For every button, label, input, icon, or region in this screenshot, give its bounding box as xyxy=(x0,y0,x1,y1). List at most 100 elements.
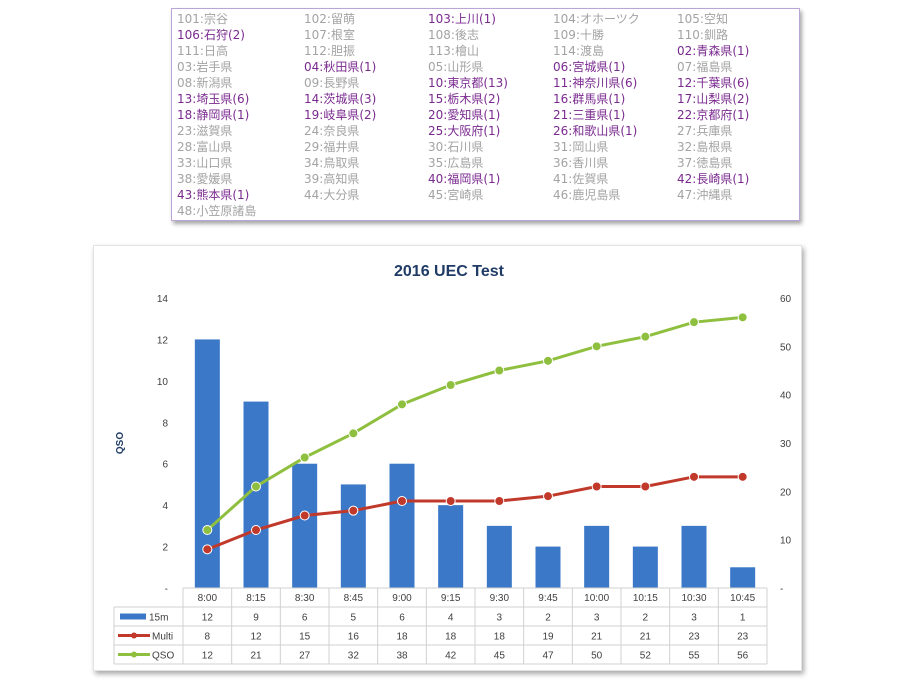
multiplier-cell: 102:留萌 xyxy=(304,12,355,26)
multiplier-cell: 07:福島県 xyxy=(677,60,733,74)
multiplier-cell: 48:小笠原諸島 xyxy=(177,204,257,218)
multiplier-cell: 104:オホーツク xyxy=(553,12,640,26)
multiplier-cell: 113:檜山 xyxy=(428,44,479,58)
table-value: 6 xyxy=(399,613,405,624)
point-qso xyxy=(640,331,651,342)
table-value: 52 xyxy=(640,651,652,662)
multiplier-cell: 46:鹿児島県 xyxy=(553,188,621,202)
table-value: 21 xyxy=(591,632,603,643)
table-value: 12 xyxy=(202,613,214,624)
table-value: 2 xyxy=(643,613,649,624)
table-value: 27 xyxy=(299,651,311,662)
multiplier-cell: 101:宗谷 xyxy=(177,12,228,26)
multiplier-cell: 106:石狩(2) xyxy=(177,28,245,42)
table-value: 42 xyxy=(445,651,457,662)
table-value: 38 xyxy=(396,651,408,662)
multiplier-cell: 05:山形県 xyxy=(428,60,484,74)
multiplier-cell: 10:東京都(13) xyxy=(428,76,508,90)
multiplier-cell: 03:岩手県 xyxy=(177,60,233,74)
multiplier-cell: 16:群馬県(1) xyxy=(553,92,626,106)
line-qso xyxy=(206,315,743,532)
multiplier-cell: 114:渡島 xyxy=(553,44,604,58)
multiplier-cell: 02:青森県(1) xyxy=(677,44,750,58)
table-value: 18 xyxy=(494,632,506,643)
multiplier-cell: 38:愛媛県 xyxy=(177,172,233,186)
table-value: 32 xyxy=(348,651,360,662)
table-value: 3 xyxy=(497,613,503,624)
multiplier-cell: 09:長野県 xyxy=(304,76,360,90)
chart-panel: 2016 UEC Test QSO -2 4 6 8 10 12 14-10 20 30 40 50 60… xyxy=(93,245,802,671)
multiplier-cell: 18:静岡県(1) xyxy=(177,108,250,122)
legend-key-marker xyxy=(131,632,137,639)
legend-label: QSO xyxy=(152,651,174,662)
bar-15m xyxy=(632,546,658,588)
table-value: 3 xyxy=(594,613,600,624)
point-qso xyxy=(348,428,359,439)
table-value: 23 xyxy=(737,632,749,643)
multiplier-cell: 29:福井県 xyxy=(304,140,360,154)
table-value: 55 xyxy=(688,651,700,662)
x-tick-label: 10:15 xyxy=(633,593,658,604)
multiplier-cell: 15:栃木県(2) xyxy=(428,92,501,106)
legend-key-marker xyxy=(131,651,137,658)
bar-15m xyxy=(292,463,318,588)
table-value: 45 xyxy=(494,651,506,662)
point-multi xyxy=(689,471,699,482)
table-value: 19 xyxy=(542,632,554,643)
x-tick-label: 8:30 xyxy=(295,593,315,604)
multiplier-cell: 45:宮崎県 xyxy=(428,188,484,202)
y-right-tick: 60 xyxy=(780,294,792,305)
multiplier-cell: 108:後志 xyxy=(428,28,479,42)
x-tick-label: 9:30 xyxy=(490,593,510,604)
point-qso xyxy=(737,312,748,323)
point-qso xyxy=(445,380,456,390)
x-tick-label: 10:30 xyxy=(681,593,706,604)
point-multi xyxy=(397,496,407,506)
point-multi xyxy=(299,510,310,521)
legend-label: Multi xyxy=(152,632,173,643)
y-left-tick: 6 xyxy=(162,460,168,471)
point-qso xyxy=(299,452,310,463)
multiplier-cell: 31:岡山県 xyxy=(553,140,609,154)
point-qso xyxy=(543,355,553,366)
multiplier-cell: 04:秋田県(1) xyxy=(304,60,377,74)
y-axis-label: QSO xyxy=(115,432,126,454)
multiplier-cell: 21:三重県(1) xyxy=(553,108,626,122)
multiplier-cell: 25:大阪府(1) xyxy=(428,124,501,138)
point-qso xyxy=(202,525,213,535)
multiplier-cell: 103:上川(1) xyxy=(428,12,496,26)
table-value: 15 xyxy=(299,632,311,643)
multiplier-cell: 26:和歌山県(1) xyxy=(553,124,638,138)
point-qso xyxy=(251,481,261,492)
multiplier-cell: 17:山梨県(2) xyxy=(677,92,750,106)
bar-15m xyxy=(389,463,415,588)
multiplier-cell: 27:兵庫県 xyxy=(677,124,733,138)
multiplier-cell: 11:神奈川県(6) xyxy=(553,76,638,90)
multiplier-cell: 41:佐賀県 xyxy=(553,172,609,186)
point-multi xyxy=(348,505,359,516)
y-right-tick: 50 xyxy=(780,342,792,353)
table-value: 8 xyxy=(205,632,211,643)
multiplier-cell: 20:愛知県(1) xyxy=(428,108,501,122)
table-value: 3 xyxy=(691,613,697,624)
multiplier-cell: 40:福岡県(1) xyxy=(428,172,501,186)
multiplier-cell: 112:胆振 xyxy=(304,44,355,58)
bar-15m xyxy=(584,525,610,588)
multiplier-cell: 24:奈良県 xyxy=(304,124,360,138)
table-value: 21 xyxy=(250,651,262,662)
bar-15m xyxy=(486,525,512,588)
multiplier-cell: 30:石川県 xyxy=(428,140,484,154)
multiplier-cell: 111:日高 xyxy=(177,44,228,58)
table-value: 18 xyxy=(396,632,408,643)
point-multi xyxy=(737,471,748,482)
point-qso xyxy=(689,317,699,328)
multiplier-cell: 23:滋賀県 xyxy=(177,124,233,138)
qso-chart: 2016 UEC TestQSO-2468101214-102030405060… xyxy=(113,263,792,665)
y-right-tick: - xyxy=(780,584,783,595)
multiplier-cell: 36:香川県 xyxy=(553,156,609,170)
multiplier-table: 101:宗谷 102:留萌 103:上川(1) 104:オホーツク 105:空知 106:… xyxy=(171,8,800,221)
y-left-tick: 8 xyxy=(162,418,168,429)
x-tick-label: 8:15 xyxy=(246,593,266,604)
point-multi xyxy=(494,496,505,506)
multiplier-cell: 109:十勝 xyxy=(553,28,604,42)
